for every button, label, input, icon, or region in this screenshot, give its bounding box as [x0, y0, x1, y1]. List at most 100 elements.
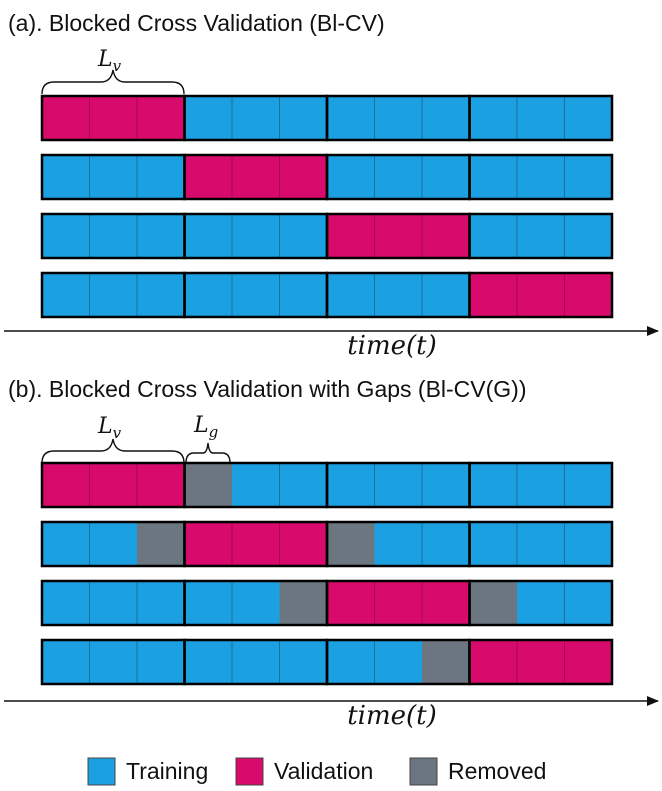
- panel-a-fold-row-4: [40, 271, 614, 319]
- validation-cell: [184, 522, 232, 566]
- panel-a-time-axis: time(t): [4, 326, 659, 361]
- block-border: [468, 579, 614, 627]
- training-cell: [232, 640, 280, 684]
- training-cell: [232, 581, 280, 625]
- training-cell: [42, 522, 90, 566]
- validation-cell: [184, 155, 232, 199]
- validation-cell: [469, 640, 517, 684]
- training-cell: [564, 581, 612, 625]
- removed-cell: [184, 463, 232, 507]
- training-cell: [564, 96, 612, 140]
- legend-item-removed: Removed: [409, 757, 546, 786]
- validation-cell: [374, 581, 422, 625]
- training-cell: [422, 96, 470, 140]
- training-cell: [327, 463, 375, 507]
- validation-cell: [564, 640, 612, 684]
- panel-b: (b). Blocked Cross Validation with Gaps …: [4, 376, 659, 731]
- validation-cell: [422, 581, 470, 625]
- training-cell: [279, 96, 327, 140]
- training-cell: [469, 214, 517, 258]
- training-cell: [184, 96, 232, 140]
- removed-cell: [279, 581, 327, 625]
- training-cell: [89, 214, 137, 258]
- panel-b-lg-brace: Lg: [185, 413, 231, 464]
- legend-label-training: Training: [126, 758, 208, 784]
- validation-cell: [89, 96, 137, 140]
- removed-cell: [327, 522, 375, 566]
- training-cell: [42, 155, 90, 199]
- panel-b-fold-row-1: [40, 461, 614, 509]
- panel-a-lv-label: Lv: [97, 47, 122, 75]
- training-cell: [422, 463, 470, 507]
- block-border: [468, 271, 614, 319]
- panel-b-time-axis: time(t): [4, 696, 659, 731]
- legend-label-removed: Removed: [448, 758, 546, 784]
- training-cell: [374, 522, 422, 566]
- validation-cell: [422, 214, 470, 258]
- validation-cell: [232, 155, 280, 199]
- training-cell: [517, 96, 565, 140]
- block-border: [468, 461, 614, 509]
- panel-b-fold-row-2: [40, 520, 614, 568]
- validation-cell: [517, 273, 565, 317]
- training-cell: [89, 273, 137, 317]
- training-cell: [422, 273, 470, 317]
- training-cell: [564, 155, 612, 199]
- panel-b-fold-row-3: [40, 579, 614, 627]
- panel-a-brace: Lv: [41, 47, 185, 95]
- training-cell: [374, 155, 422, 199]
- training-cell: [469, 155, 517, 199]
- training-cell: [137, 273, 185, 317]
- validation-cell: [42, 96, 90, 140]
- training-cell: [232, 463, 280, 507]
- legend-item-validation: Validation: [235, 757, 373, 786]
- training-cell: [89, 581, 137, 625]
- legend-label-validation: Validation: [274, 758, 373, 784]
- training-cell: [517, 463, 565, 507]
- validation-cell: [89, 463, 137, 507]
- block-border: [468, 94, 614, 142]
- validation-cell: [279, 522, 327, 566]
- training-cell: [564, 214, 612, 258]
- training-cell: [279, 640, 327, 684]
- block-border: [468, 638, 614, 686]
- panel-a-title: (a). Blocked Cross Validation (Bl-CV): [8, 10, 385, 36]
- removed-cell: [422, 640, 470, 684]
- validation-cell: [469, 273, 517, 317]
- training-cell: [517, 581, 565, 625]
- training-cell: [232, 96, 280, 140]
- panel-b-lv-brace: Lv: [41, 414, 185, 464]
- validation-cell: [232, 522, 280, 566]
- time-axis-label: time(t): [347, 331, 437, 361]
- training-cell: [137, 214, 185, 258]
- training-cell: [517, 522, 565, 566]
- validation-cell: [279, 155, 327, 199]
- legend-swatch-validation: [235, 757, 264, 786]
- panel-b-fold-row-4: [40, 638, 614, 686]
- training-cell: [279, 273, 327, 317]
- block-border: [468, 212, 614, 260]
- block-border: [468, 153, 614, 201]
- training-cell: [184, 273, 232, 317]
- training-cell: [517, 214, 565, 258]
- panel-b-lg-label: Lg: [193, 413, 218, 441]
- validation-cell: [374, 214, 422, 258]
- panel-a: (a). Blocked Cross Validation (Bl-CV) Lv…: [4, 10, 659, 361]
- panel-b-title: (b). Blocked Cross Validation with Gaps …: [8, 376, 527, 402]
- training-cell: [374, 640, 422, 684]
- training-cell: [42, 214, 90, 258]
- training-cell: [564, 463, 612, 507]
- training-cell: [89, 522, 137, 566]
- training-cell: [137, 640, 185, 684]
- training-cell: [327, 96, 375, 140]
- time-axis-label: time(t): [347, 701, 437, 731]
- training-cell: [184, 214, 232, 258]
- training-cell: [469, 96, 517, 140]
- training-cell: [422, 522, 470, 566]
- training-cell: [422, 155, 470, 199]
- training-cell: [327, 273, 375, 317]
- training-cell: [232, 273, 280, 317]
- validation-cell: [327, 214, 375, 258]
- training-cell: [137, 155, 185, 199]
